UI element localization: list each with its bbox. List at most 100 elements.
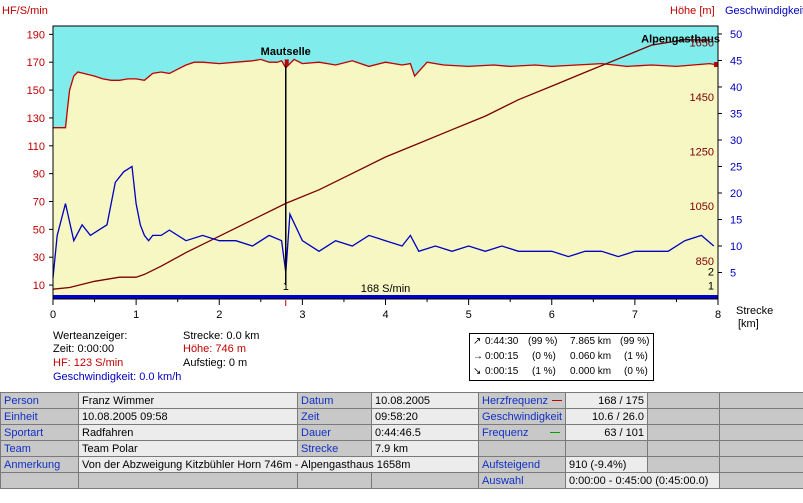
x-tick-label: 6	[549, 309, 555, 321]
uphill-arrow-icon: ↗	[473, 336, 482, 347]
stat-pct2: (1 %)	[624, 351, 648, 362]
bar-label: 168 S/min	[361, 283, 411, 295]
stat-dist: 0.000 km	[570, 366, 612, 377]
x-tick-label: 8	[715, 309, 721, 321]
hr-tick-label: 90	[33, 169, 45, 181]
hr-tick-label: 130	[27, 113, 45, 125]
speed-tick-label: 50	[730, 29, 742, 41]
datum-label: Datum	[297, 392, 372, 409]
hr-tick-label: 50	[33, 224, 45, 236]
hr-tick-label: 170	[27, 57, 45, 69]
datum-value: 10.08.2005	[371, 392, 479, 409]
empty-cell	[0, 472, 79, 489]
anmerkung-label: Anmerkung	[0, 456, 79, 473]
x-tick-label: 5	[466, 309, 472, 321]
auswahl-label[interactable]: Auswahl	[478, 472, 566, 489]
altitude-tick-label: 1450	[690, 92, 714, 104]
readout-zeit: Zeit: 0:00:00	[53, 343, 115, 355]
auswahl-value: 0:00:00 - 0:45:00 (0:45:00.0)	[565, 472, 720, 489]
speed-tick-label: 15	[730, 214, 742, 226]
annotation-label: Alpengasthaus	[641, 34, 720, 46]
hr-legend-line	[552, 400, 563, 402]
hr-tick-label: 70	[33, 197, 45, 209]
hr-line	[53, 58, 719, 129]
herzfrequenz-value: 168 / 175	[565, 392, 648, 409]
zeit-label: Zeit	[297, 408, 372, 425]
stat-dist: 0.060 km	[570, 351, 612, 362]
anmerkung-value: Von der Abzweigung Kitzbühler Horn 746m …	[78, 456, 479, 473]
table-row: Person Franz Wimmer Datum 10.08.2005 Her…	[0, 392, 803, 409]
readout-geschwindigkeit: Geschwindigkeit: 0.0 km/h	[53, 371, 182, 383]
dauer-label: Dauer	[297, 424, 372, 441]
speed-tick-label: 40	[730, 82, 742, 94]
empty-cell	[719, 424, 803, 441]
readout-strecke: Strecke: 0.0 km	[183, 330, 260, 342]
stat-dist: 7.865 km	[570, 336, 612, 347]
empty-cell	[647, 440, 720, 457]
table-row: Einheit 10.08.2005 09:58 Zeit 09:58:20 G…	[0, 408, 803, 425]
empty-cell	[647, 392, 720, 409]
frequenz-value: 63 / 101	[565, 424, 648, 441]
einheit-value: 10.08.2005 09:58	[78, 408, 298, 425]
stat-time: 0:44:30	[485, 336, 519, 347]
empty-cell	[647, 424, 720, 441]
altitude-tick-label: 1250	[690, 147, 714, 159]
exercise-chart[interactable]: 168 S/min 1 Mautselle Alpengasthaus 190 170 15…	[0, 0, 803, 392]
session-info-table: Person Franz Wimmer Datum 10.08.2005 Her…	[0, 392, 803, 489]
empty-cell	[371, 472, 479, 489]
annotation-label: Mautselle	[261, 46, 311, 58]
hr-tick-label: 30	[33, 252, 45, 264]
plot-background	[53, 26, 718, 300]
empty-cell	[565, 440, 648, 457]
stat-pct1: (1 %)	[532, 366, 556, 377]
hr-tick-label: 190	[27, 29, 45, 41]
empty-cell	[297, 472, 372, 489]
empty-cell	[78, 472, 298, 489]
slope-stats-box: ↗ 0:44:30 (99 %) 7.865 km (99 %) → 0:00:…	[469, 333, 654, 381]
team-value: Team Polar	[78, 440, 298, 457]
hr-range-bar	[53, 295, 718, 299]
altitude-tick-label: 1650	[690, 37, 714, 49]
geschwindigkeit-value: 10.6 / 26.0	[565, 408, 648, 425]
empty-cell	[719, 440, 803, 457]
aufsteigend-value: 910 (-9.4%)	[565, 456, 648, 473]
team-label: Team	[0, 440, 79, 457]
speed-tick-label: 30	[730, 135, 742, 147]
frequenz-label: Frequenz	[478, 424, 566, 441]
stat-time: 0:00:15	[485, 351, 519, 362]
table-row: Auswahl 0:00:00 - 0:45:00 (0:45:00.0)	[0, 472, 803, 489]
strecke-value: 7.9 km	[371, 440, 479, 457]
table-row: Anmerkung Von der Abzweigung Kitzbühler …	[0, 456, 803, 473]
speed-line	[52, 165, 715, 278]
x-tick-label: 0	[50, 309, 56, 321]
level-arrow-icon: →	[473, 351, 483, 362]
hr-tick-label: 10	[33, 280, 45, 292]
x-tick-label: 7	[632, 309, 638, 321]
frequenz-legend-line	[550, 432, 561, 434]
einheit-label: Einheit	[0, 408, 79, 425]
chart-axes	[49, 25, 722, 306]
person-label: Person	[0, 392, 79, 409]
dauer-value: 0:44:46.5	[371, 424, 479, 441]
table-row: Team Team Polar Strecke 7.9 km	[0, 440, 803, 457]
hr-end-marker	[714, 62, 718, 67]
x-tick-label: 4	[382, 309, 388, 321]
readout-title: Werteanzeiger:	[53, 330, 128, 342]
speed-tick-label: 45	[730, 55, 742, 67]
altitude-tick-label: 1050	[690, 201, 714, 213]
speed-tick-label: 25	[730, 161, 742, 173]
speed-axis-title: Geschwindigkeit	[725, 5, 803, 17]
x-tick-label: 1	[133, 309, 139, 321]
altitude-axis-title: Höhe [m]	[670, 5, 715, 17]
speed-tick-label: 35	[730, 108, 742, 120]
empty-cell	[647, 408, 720, 425]
speed-tick-label: 5	[730, 267, 736, 279]
chart-series	[52, 39, 719, 299]
stat-time: 0:00:15	[485, 366, 519, 377]
x-tick-label: 2	[216, 309, 222, 321]
hr-area-fill	[53, 59, 718, 300]
empty-cell	[719, 456, 803, 473]
zeit-value: 09:58:20	[371, 408, 479, 425]
sportart-value: Radfahren	[78, 424, 298, 441]
x-axis-unit: [km]	[738, 318, 759, 330]
